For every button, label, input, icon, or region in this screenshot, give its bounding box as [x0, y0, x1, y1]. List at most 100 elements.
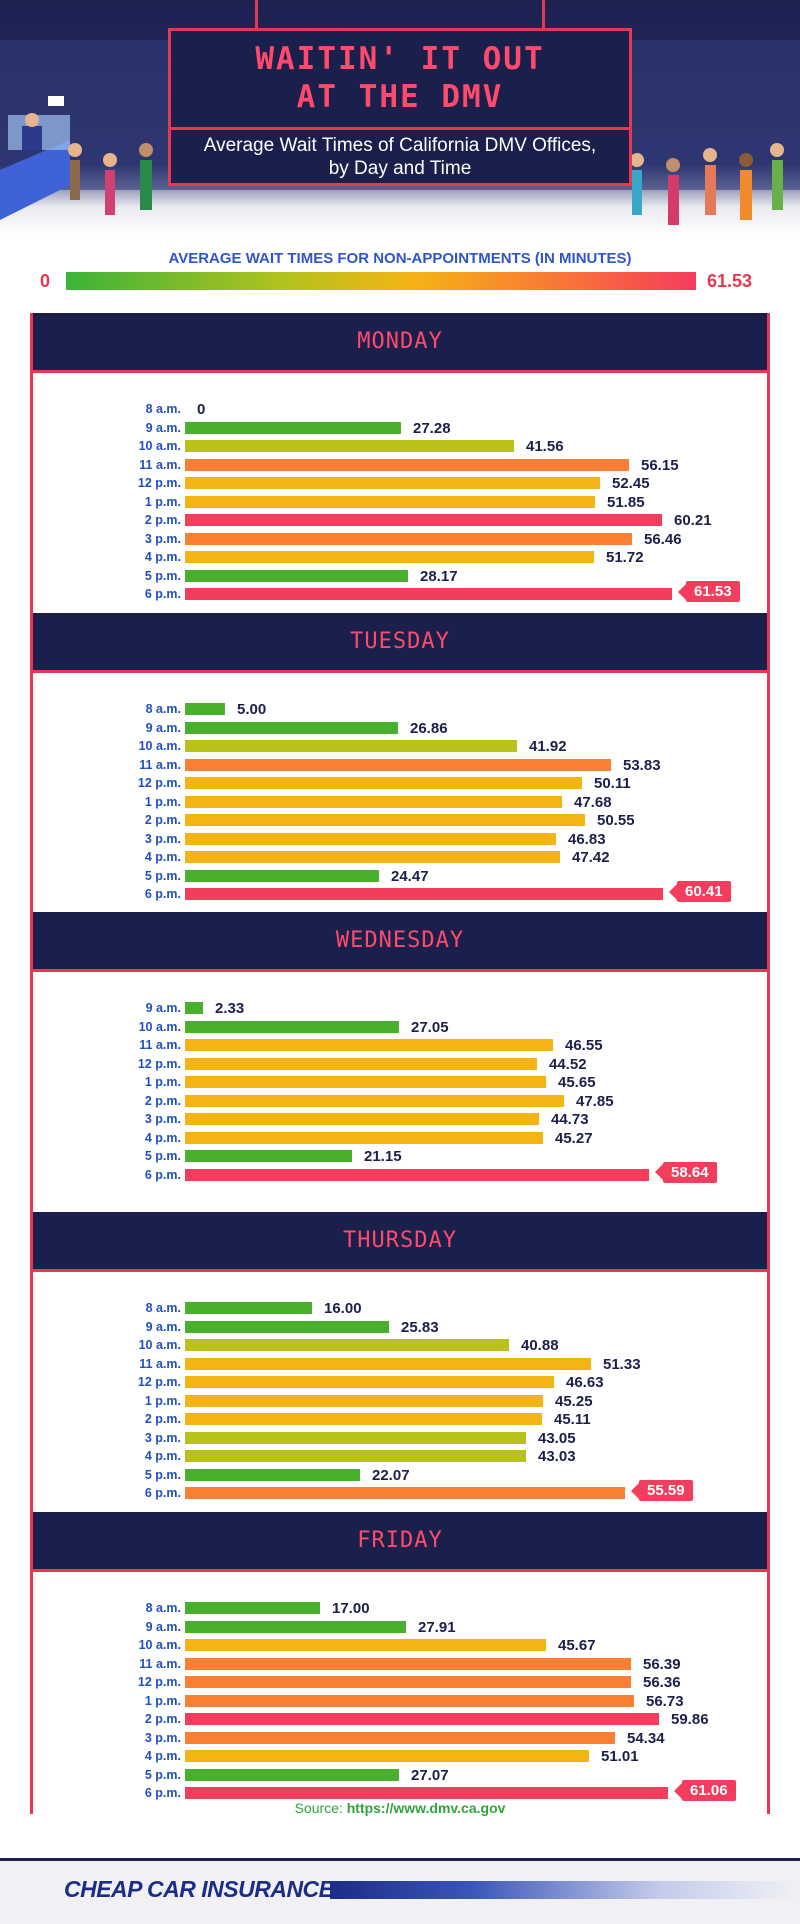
wait-time-bar	[185, 1150, 352, 1162]
value-label: 27.07	[411, 1766, 449, 1784]
time-label: 5 p.m.	[144, 1149, 181, 1163]
day-panel-header: WEDNESDAY	[33, 912, 767, 972]
value-label: 43.03	[538, 1448, 576, 1465]
brand-stripes-icon	[330, 1881, 800, 1899]
time-label: 3 p.m.	[144, 1430, 181, 1445]
value-label: 45.67	[558, 1637, 596, 1654]
time-label: 11 a.m.	[139, 1656, 181, 1671]
wait-time-bar	[185, 814, 585, 826]
scale-min-label: 0	[40, 271, 51, 291]
wait-time-bar	[185, 1320, 389, 1333]
wait-time-bar	[185, 458, 629, 471]
max-value-label: 61.53	[678, 581, 740, 602]
value-label: 51.01	[601, 1748, 639, 1765]
wait-time-bar	[185, 740, 517, 752]
people-right-icon	[630, 143, 784, 225]
value-label: 47.85	[576, 1092, 614, 1110]
value-label: 46.63	[566, 1374, 604, 1391]
value-label: 60.21	[674, 512, 712, 529]
time-label: 4 p.m.	[144, 850, 181, 864]
title-divider	[171, 127, 629, 130]
header-illustration: WAITIN' IT OUT AT THE DMV Average Wait T…	[0, 0, 800, 235]
time-label: 10 a.m.	[138, 1638, 181, 1652]
value-label: 56.39	[643, 1655, 681, 1673]
wait-time-bar	[185, 1131, 543, 1144]
value-label: 45.11	[554, 1411, 591, 1428]
wait-time-bar	[185, 703, 225, 715]
time-label: 5 p.m.	[144, 568, 181, 583]
value-label: 59.86	[671, 1711, 709, 1728]
wait-time-bar	[185, 1750, 589, 1762]
value-label: 5.00	[237, 701, 267, 718]
value-label: 24.47	[391, 867, 429, 885]
time-label: 2 p.m.	[144, 1093, 181, 1108]
brand-logo: CHEAP CAR INSURANCE	[64, 1876, 334, 1902]
value-label: 0	[197, 401, 206, 418]
wait-time-bar	[185, 1731, 615, 1744]
time-label: 12 p.m.	[137, 1675, 181, 1689]
value-label: 54.34	[627, 1729, 665, 1747]
value-label: 41.92	[529, 738, 567, 755]
value-label: 27.28	[413, 419, 451, 437]
time-label: 8 a.m.	[145, 702, 181, 716]
time-label: 2 p.m.	[144, 813, 181, 827]
time-label: 6 p.m.	[144, 887, 181, 901]
time-label: 10 a.m.	[138, 439, 181, 453]
time-label: 4 p.m.	[144, 1130, 181, 1145]
value-label: 25.83	[401, 1318, 439, 1336]
value-label: 27.91	[418, 1618, 456, 1636]
wait-time-bar	[185, 1413, 542, 1425]
time-label: 8 a.m.	[145, 1601, 181, 1615]
time-label: 8 a.m.	[145, 402, 181, 416]
day-panel-header: MONDAY	[33, 313, 767, 373]
time-label: 9 a.m.	[145, 720, 181, 735]
time-label: 4 p.m.	[144, 1449, 181, 1463]
time-label: 12 p.m.	[137, 1375, 181, 1389]
time-label: 1 p.m.	[144, 1393, 181, 1408]
wait-time-bar	[185, 1357, 591, 1370]
time-label: 11 a.m.	[139, 757, 181, 772]
time-label: 1 p.m.	[144, 1075, 181, 1089]
wait-time-bar	[185, 532, 632, 545]
time-label: 12 p.m.	[137, 1056, 181, 1071]
wait-time-bar	[185, 1113, 539, 1125]
value-label: 45.65	[558, 1074, 596, 1091]
value-label: 56.36	[643, 1674, 681, 1691]
value-label: 45.25	[555, 1392, 593, 1410]
value-label: 52.45	[612, 475, 650, 492]
time-label: 4 p.m.	[144, 550, 181, 564]
wait-time-bar	[185, 1450, 526, 1462]
day-panel: WEDNESDAY 9 a.m. 2.33 10 a.m. 27.05 11 a.m. 46…	[30, 912, 770, 1212]
value-label: 51.85	[607, 493, 645, 511]
footer-divider	[0, 1858, 800, 1861]
time-label: 10 a.m.	[138, 1019, 181, 1034]
time-label: 12 p.m.	[137, 476, 181, 490]
wait-time-bar	[185, 1676, 631, 1688]
wait-time-bar	[185, 1602, 320, 1614]
time-label: 1 p.m.	[144, 1693, 181, 1708]
source-link[interactable]: https://www.dmv.ca.gov	[346, 1800, 506, 1816]
wait-time-bar	[185, 1431, 526, 1444]
time-label: 3 p.m.	[144, 831, 181, 846]
people-left-icon	[68, 143, 153, 215]
max-value-label: 61.06	[674, 1780, 736, 1801]
day-label: TUESDAY	[350, 629, 450, 654]
wait-time-bar	[185, 851, 560, 863]
time-label: 9 a.m.	[145, 1001, 181, 1015]
wait-time-bar	[185, 514, 662, 526]
max-value-label: 60.41	[669, 881, 731, 902]
wait-time-bar	[185, 1376, 554, 1388]
value-label: 27.05	[411, 1018, 449, 1036]
sign-hanger-left	[255, 0, 258, 28]
time-label: 2 p.m.	[144, 1712, 181, 1726]
time-label: 5 p.m.	[144, 1467, 181, 1482]
wait-time-bar	[185, 1057, 537, 1070]
wait-time-bar	[185, 495, 595, 508]
title-line-1: WAITIN' IT OUT	[255, 41, 545, 77]
wait-time-bar	[185, 1094, 564, 1107]
wait-time-bar	[185, 1002, 203, 1014]
wait-time-bar	[185, 1713, 659, 1725]
wait-time-bar	[185, 832, 556, 845]
value-label: 41.56	[526, 438, 564, 455]
value-label: 40.88	[521, 1337, 559, 1354]
